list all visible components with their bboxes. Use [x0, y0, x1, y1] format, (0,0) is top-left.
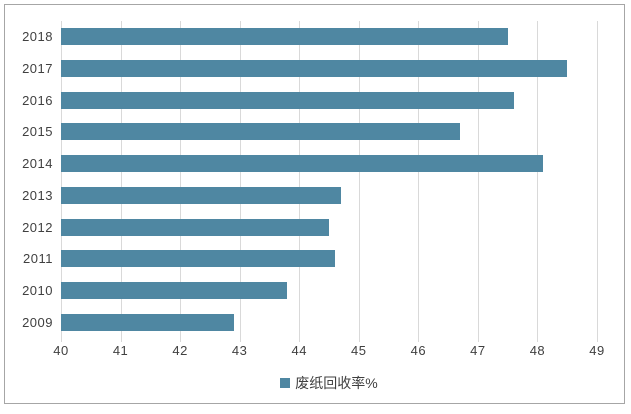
- gridline: [358, 21, 360, 342]
- bar-row: [61, 53, 597, 85]
- bar-row: [61, 306, 597, 338]
- x-axis-labels: 40 41 42 43 44 45 46 47 48 49: [5, 5, 624, 403]
- x-tick-label: 40: [53, 343, 69, 358]
- plot-area: [61, 21, 598, 342]
- gridline: [418, 21, 420, 342]
- bar: [61, 91, 514, 109]
- gridline: [537, 21, 539, 342]
- bar-row: [61, 275, 597, 307]
- y-tick-label: 2014: [22, 156, 53, 172]
- x-tick-label: 48: [529, 343, 546, 358]
- y-tick-label: 2016: [22, 92, 53, 108]
- x-tick-label: 41: [112, 343, 129, 358]
- x-tick-label: 47: [470, 343, 486, 358]
- gridlines: [61, 21, 598, 342]
- bar-row: [61, 116, 597, 148]
- y-tick-label: 2011: [23, 251, 53, 267]
- bar-row: [61, 148, 597, 180]
- y-axis-labels: 2018 2017 2016 2015 2014 2013 2012 2011 2010 2009: [5, 21, 53, 338]
- y-tick-label: 2010: [22, 282, 53, 298]
- x-tick-label: 46: [410, 343, 427, 358]
- legend: 废纸回收率%: [61, 373, 597, 393]
- gridline: [120, 21, 122, 342]
- gridline: [61, 21, 62, 342]
- gridline: [477, 21, 479, 342]
- x-tick-label: 43: [231, 343, 248, 358]
- bar: [61, 155, 544, 173]
- y-tick-label: 2012: [22, 219, 53, 235]
- gridline: [239, 21, 241, 342]
- bar-row: [61, 211, 597, 243]
- x-tick-label: 42: [172, 343, 188, 358]
- y-tick-label: 2017: [22, 61, 53, 77]
- bar: [61, 250, 335, 268]
- gridline: [180, 21, 182, 342]
- bar-row: [61, 84, 597, 116]
- bar: [61, 60, 568, 78]
- bar: [61, 313, 234, 331]
- bar: [61, 186, 341, 204]
- bar-row: [61, 21, 597, 53]
- bar-series: [61, 21, 597, 338]
- y-tick-label: 2013: [22, 187, 53, 203]
- bar: [61, 281, 288, 299]
- y-tick-label: 2018: [22, 29, 53, 45]
- gridline: [597, 21, 598, 342]
- bar: [61, 123, 461, 141]
- chart-frame: 2018 2017 2016 2015 2014 2013 2012 2011 2010 2009…: [4, 4, 625, 404]
- y-tick-label: 2009: [22, 314, 53, 330]
- legend-swatch-icon: [280, 378, 291, 388]
- x-tick-label: 45: [351, 343, 367, 358]
- bar: [61, 218, 329, 236]
- y-tick-label: 2015: [22, 124, 53, 140]
- legend-label: 废纸回收率%: [295, 375, 378, 391]
- bar: [61, 28, 508, 46]
- x-tick-label: 44: [291, 343, 307, 358]
- bar-row: [61, 243, 597, 275]
- bar-row: [61, 180, 597, 212]
- gridline: [299, 21, 301, 342]
- x-tick-label: 49: [589, 343, 605, 358]
